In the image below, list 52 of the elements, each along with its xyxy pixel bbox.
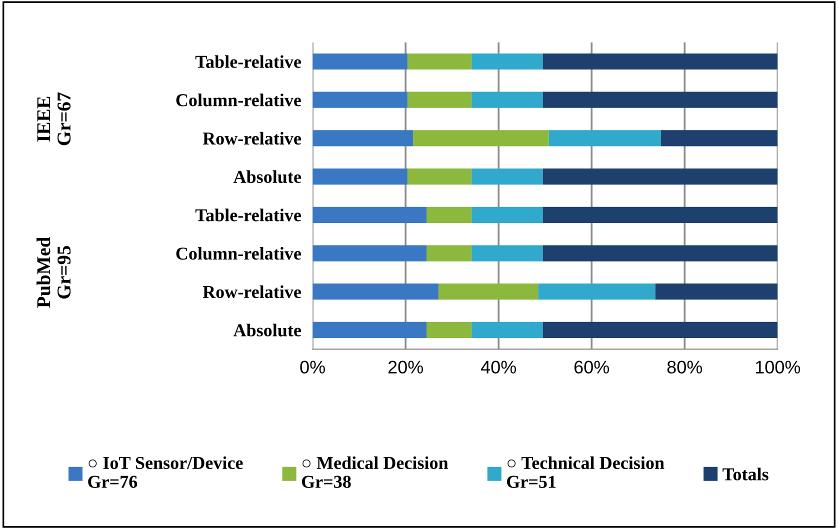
legend-label: ○ Medical Decision Gr=38 — [302, 456, 448, 488]
legend-label: ○ IoT Sensor/Device Gr=76 — [88, 456, 243, 488]
bar — [655, 284, 778, 300]
bar — [542, 168, 778, 185]
x-tick-label: 80% — [667, 360, 702, 374]
bar — [407, 92, 472, 108]
bar — [312, 53, 408, 70]
y-tick-label: Column-relative — [176, 246, 301, 260]
y-tick-label: Absolute — [233, 324, 301, 336]
bar — [407, 168, 472, 185]
x-tick-label: 100% — [756, 360, 800, 374]
bar — [312, 322, 427, 338]
bar — [312, 245, 427, 262]
bar — [312, 130, 414, 146]
bar — [542, 322, 778, 338]
bar — [542, 245, 778, 262]
y-tick-label: Row-relative — [202, 285, 301, 298]
bar — [472, 206, 543, 223]
bar — [438, 284, 538, 300]
x-tick-label: 0% — [300, 360, 325, 374]
bar — [413, 130, 549, 146]
bar — [426, 322, 472, 338]
bar — [426, 245, 472, 262]
bar — [538, 284, 656, 300]
bar — [542, 92, 778, 108]
bar — [542, 53, 778, 70]
x-tick-label: 40% — [480, 360, 516, 374]
bar — [472, 168, 543, 185]
bar — [472, 92, 543, 108]
y-tick-label: Absolute — [233, 170, 301, 184]
bar — [312, 206, 427, 223]
bar — [660, 130, 778, 146]
legend-label: ○ Technical Decision Gr=51 — [507, 456, 664, 488]
x-tick-label: 20% — [388, 360, 424, 374]
bar — [542, 206, 778, 223]
bar — [312, 92, 408, 108]
y-tick-label: Column-relative — [176, 94, 301, 106]
y-tick-label: Table-relative — [195, 208, 301, 222]
bar — [312, 284, 439, 300]
bar — [472, 53, 543, 70]
bar — [548, 130, 661, 146]
y-tick-label: Table-relative — [195, 55, 301, 68]
bar — [472, 322, 543, 338]
bar — [312, 168, 408, 185]
text: PubMed Gr=95 — [36, 237, 71, 308]
text: IEEE Gr=67 — [37, 92, 71, 146]
bar — [407, 53, 472, 70]
x-tick-label: 60% — [574, 360, 610, 374]
bar — [472, 245, 543, 262]
bar — [426, 206, 472, 223]
y-tick-label: Row-relative — [202, 132, 301, 145]
legend-label: Totals — [722, 468, 768, 480]
